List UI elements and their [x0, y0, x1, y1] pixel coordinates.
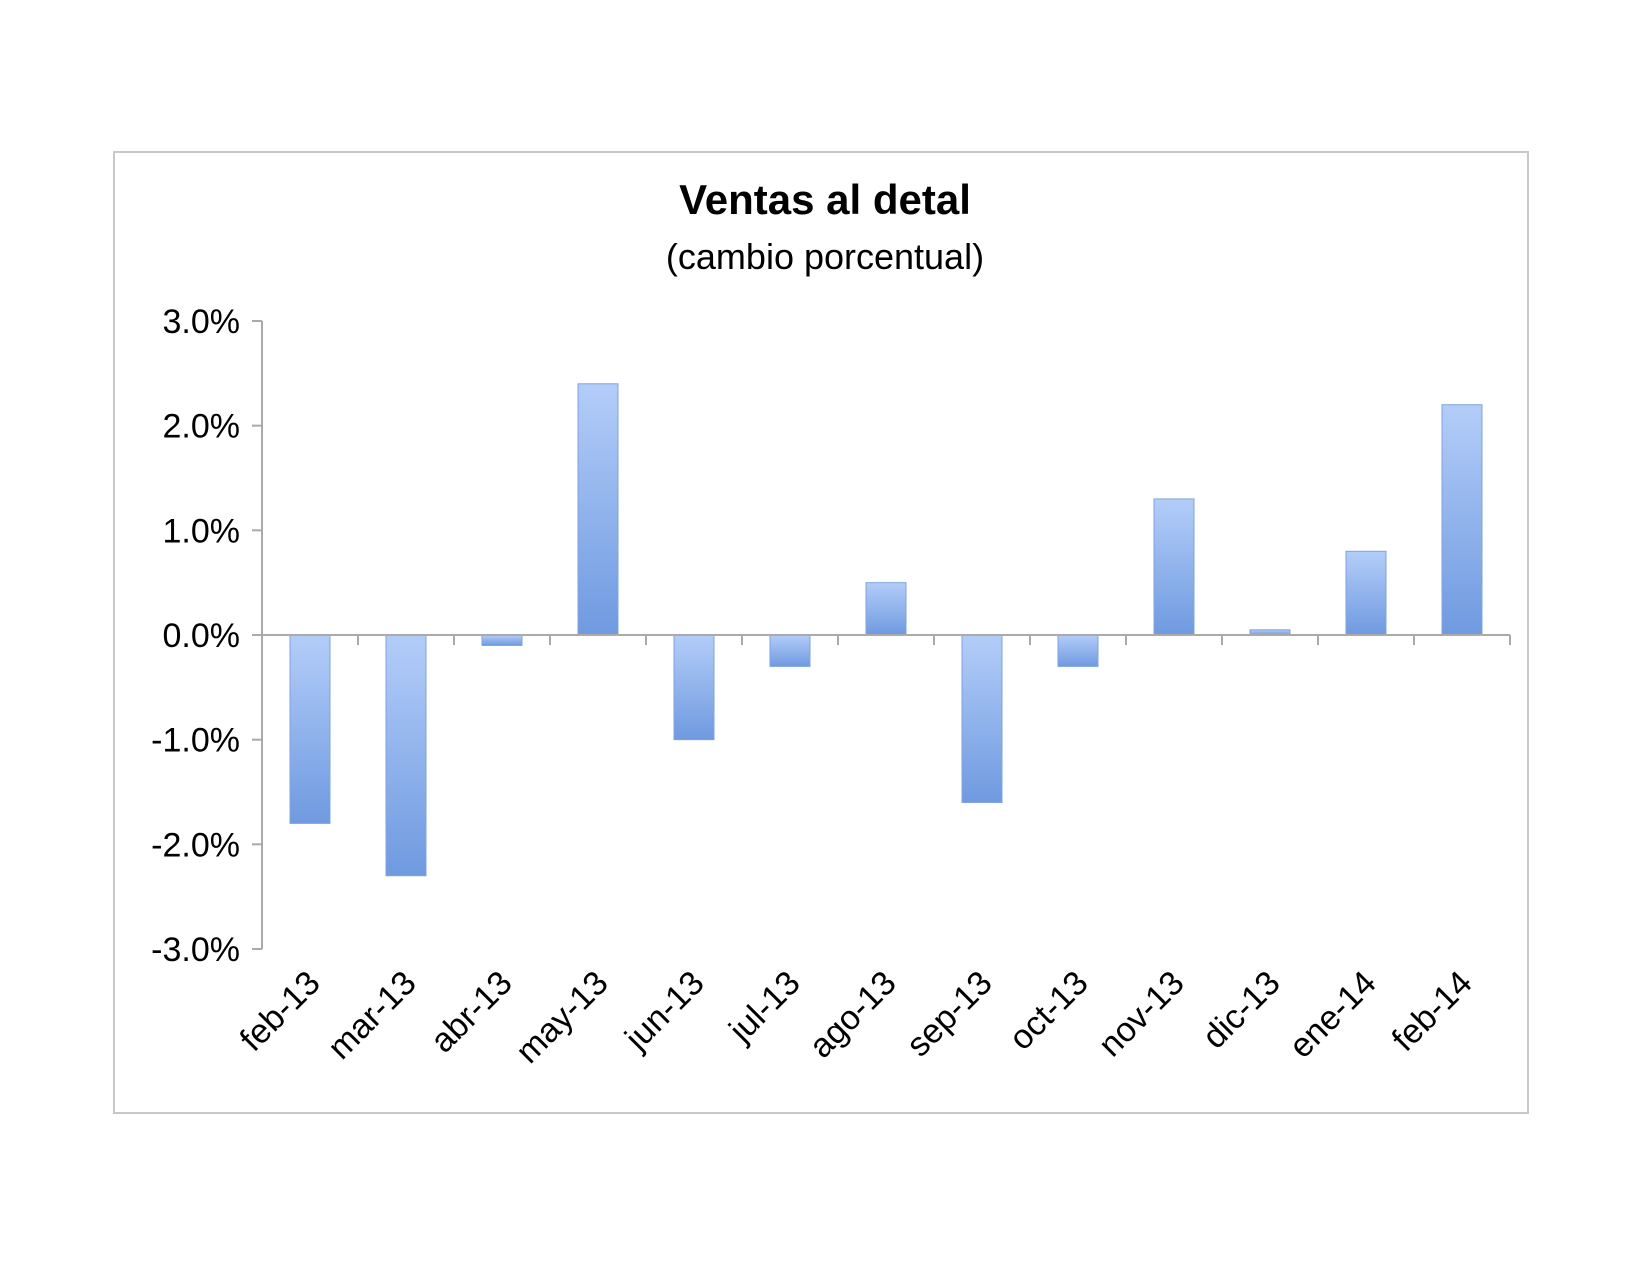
x-tick-label: ene-14	[1282, 964, 1384, 1066]
bar-sep-13	[961, 634, 1003, 803]
y-tick-label: 1.0%	[163, 512, 241, 550]
y-tick-label: 3.0%	[163, 303, 241, 341]
y-tick-label: -3.0%	[151, 931, 240, 969]
bar-jul-13	[769, 634, 811, 667]
y-tick-label: -1.0%	[151, 722, 240, 760]
x-tick-label: nov-13	[1091, 964, 1191, 1064]
x-tick-label: feb-13	[233, 964, 328, 1059]
chart-frame	[113, 151, 1529, 1114]
bar-may-13	[577, 383, 619, 636]
x-tick-label: sep-13	[899, 964, 999, 1064]
y-tick-label: 0.0%	[163, 617, 241, 655]
x-tick-label: feb-14	[1385, 964, 1480, 1059]
bar-feb-14	[1441, 404, 1483, 636]
bar-jun-13	[673, 634, 715, 741]
y-axis-labels: 3.0% 2.0% 1.0% 0.0% -1.0% -2.0% -3.0%	[151, 303, 240, 969]
bar-mar-13	[385, 634, 427, 877]
x-tick-label: ago-13	[802, 964, 904, 1066]
bar-oct-13	[1057, 634, 1099, 667]
y-tick-label: -2.0%	[151, 826, 240, 864]
bar-feb-13	[289, 634, 331, 824]
x-tick-label: jul-13	[721, 964, 807, 1050]
chart-subtitle: (cambio porcentual)	[665, 236, 985, 277]
x-tick-label: jun-13	[617, 964, 711, 1058]
bar-ago-13	[865, 582, 907, 636]
bar-nov-13	[1153, 498, 1195, 636]
bar-ene-14	[1345, 550, 1387, 636]
bar-abr-13	[481, 634, 523, 646]
x-tick-label: oct-13	[1002, 964, 1096, 1058]
x-tick-label: dic-13	[1195, 964, 1287, 1056]
x-tick-label: abr-13	[423, 964, 519, 1060]
x-tick-label: mar-13	[321, 964, 424, 1067]
x-tick-label: may-13	[509, 964, 616, 1071]
axes-group	[252, 320, 1511, 950]
y-tick-label: 2.0%	[163, 408, 241, 446]
chart-title: Ventas al detal	[679, 176, 971, 223]
bars-group	[289, 383, 1483, 877]
